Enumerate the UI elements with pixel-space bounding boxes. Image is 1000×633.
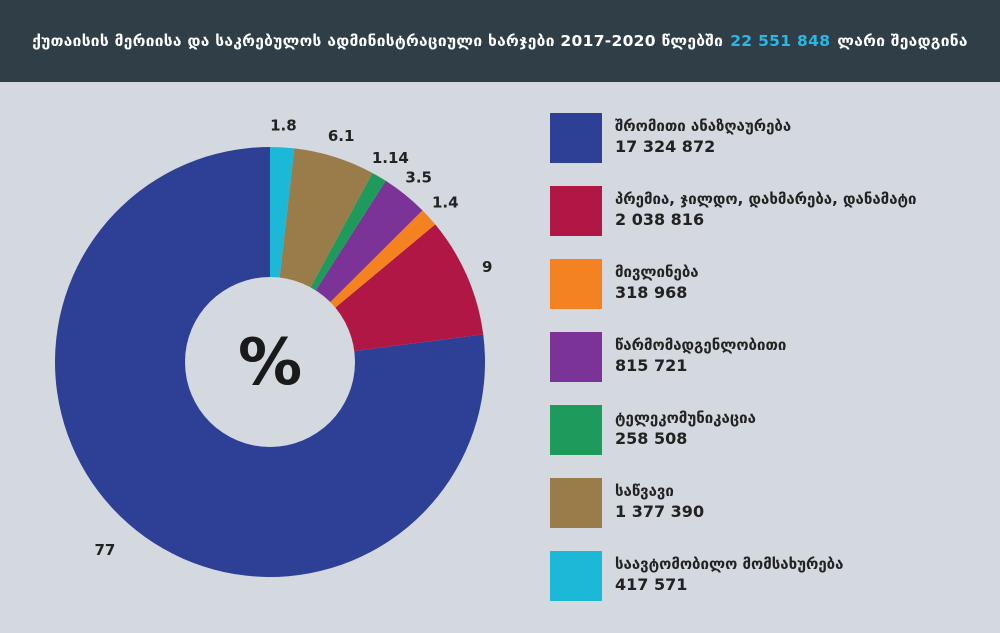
legend-amount: 815 721 [615,356,688,375]
legend-label: საწვავი [615,482,674,500]
legend-label: მივლინება [615,263,699,281]
legend-amount: 1 377 390 [615,502,705,521]
legend-label: წარმომადგენლობითი [615,336,787,354]
legend-text: საავტომობილო მომსახურება 417 571 [615,554,843,596]
legend-text: შრომითი ანაზღაურება 17 324 872 [615,116,791,158]
legend-swatch [550,259,602,309]
legend-swatch [550,332,602,382]
slice-value-label: 1.8 [270,116,297,134]
donut-hole [185,277,355,447]
legend-text: ტელეკომუნიკაცია 258 508 [615,408,756,450]
center-label: % [238,326,302,400]
legend-amount: 2 038 816 [615,210,705,229]
legend-swatch [550,113,602,163]
legend-swatch [550,478,602,528]
slice-value-label: 3.5 [405,168,432,186]
legend-amount: 17 324 872 [615,137,716,156]
slice-value-label: 6.1 [328,127,355,145]
chart-title: ქუთაისის მერიისა და საკრებულოს ადმინისტრ… [0,0,1000,82]
legend-label: პრემია, ჯილდო, დახმარება, დანამატი [615,190,917,208]
donut-chart: % 77 9 1.43.51.14 6.1 1.8 [55,116,493,577]
legend-text: წარმომადგენლობითი 815 721 [615,335,786,377]
legend-label: საავტომობილო მომსახურება [615,555,844,573]
legend-amount: 318 968 [615,283,688,302]
legend-label: ტელეკომუნიკაცია [615,409,756,427]
slice-value-label: 9 [482,258,492,276]
legend-swatch [550,405,602,455]
slice-value-label: 1.14 [372,149,409,167]
total-amount: 22 551 848 [730,32,831,50]
legend-amount: 258 508 [615,429,688,448]
legend-swatch [550,186,602,236]
legend-swatch [550,551,602,601]
title-text: ქუთაისის მერიისა და საკრებულოს ადმინისტრ… [32,32,724,50]
legend-amount: 417 571 [615,575,688,594]
legend-text: მივლინება 318 968 [615,262,699,304]
title-unit: ლარი შეადგინა [837,32,968,50]
legend-text: პრემია, ჯილდო, დახმარება, დანამატი 2 038 … [615,189,916,231]
slice-value-label: 77 [95,541,116,559]
legend-label: შრომითი ანაზღაურება [615,117,792,135]
data-labels: 77 9 1.43.51.14 6.1 1.8 [95,116,493,558]
legend-text: საწვავი 1 377 390 [615,481,704,523]
slice-value-label: 1.4 [432,193,459,211]
